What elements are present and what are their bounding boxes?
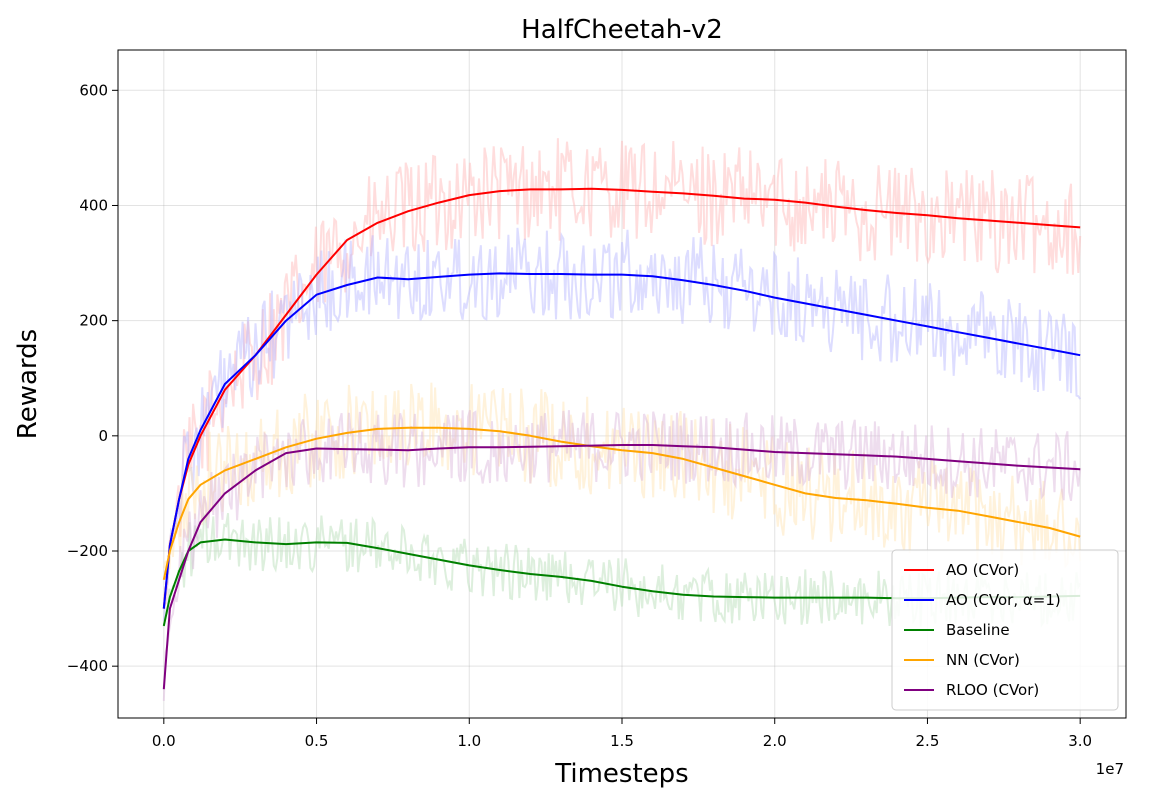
series-line: [162, 444, 1081, 690]
legend-items: AO (CVor) AO (CVor, α=1) Baseline NN (CVor)…: [904, 561, 1061, 699]
x-tick-label: 2.5: [916, 732, 940, 750]
x-tick-label: 1.0: [457, 732, 481, 750]
x-axis-multiplier: 1e7: [1096, 760, 1124, 778]
y-axis-title: Rewards: [13, 329, 43, 439]
y-tick-label: −400: [67, 657, 108, 675]
series-lines: [162, 187, 1081, 690]
legend-label: AO (CVor, α=1): [946, 591, 1061, 609]
chart-title: HalfCheetah-v2: [521, 15, 723, 45]
x-tick-label: 0.5: [305, 732, 329, 750]
y-tick-label: 600: [79, 81, 108, 99]
series-noise-band: [162, 382, 1082, 570]
x-tick-label: 3.0: [1068, 732, 1092, 750]
legend-label: Baseline: [946, 621, 1010, 639]
x-tick-label: 2.0: [763, 732, 787, 750]
series-line: [162, 187, 1081, 609]
series-noise-band: [162, 410, 1082, 701]
series-noise-band: [162, 138, 1082, 605]
y-tick-label: 0: [98, 427, 108, 445]
y-tick-label: 200: [79, 312, 108, 330]
axis-ticks: 0.0 0.5 1.0 1.5 2.0 2.5 3.0 −400 −200 0 200 400 600: [67, 81, 1092, 750]
legend-label: AO (CVor): [946, 561, 1019, 579]
series-line: [162, 426, 1081, 581]
legend: AO (CVor) AO (CVor, α=1) Baseline NN (CVor)…: [891, 549, 1119, 711]
y-tick-label: −200: [67, 542, 108, 560]
series-noise-band: [162, 227, 1082, 622]
legend-label: RLOO (CVor): [946, 681, 1039, 699]
grid-lines: [118, 50, 1126, 718]
legend-label: NN (CVor): [946, 651, 1020, 669]
series-line: [162, 272, 1081, 609]
legend-box: [891, 549, 1119, 711]
x-tick-label: 1.5: [610, 732, 634, 750]
x-axis-title: Timesteps: [554, 759, 688, 789]
x-tick-label: 0.0: [152, 732, 176, 750]
y-tick-label: 400: [79, 196, 108, 214]
